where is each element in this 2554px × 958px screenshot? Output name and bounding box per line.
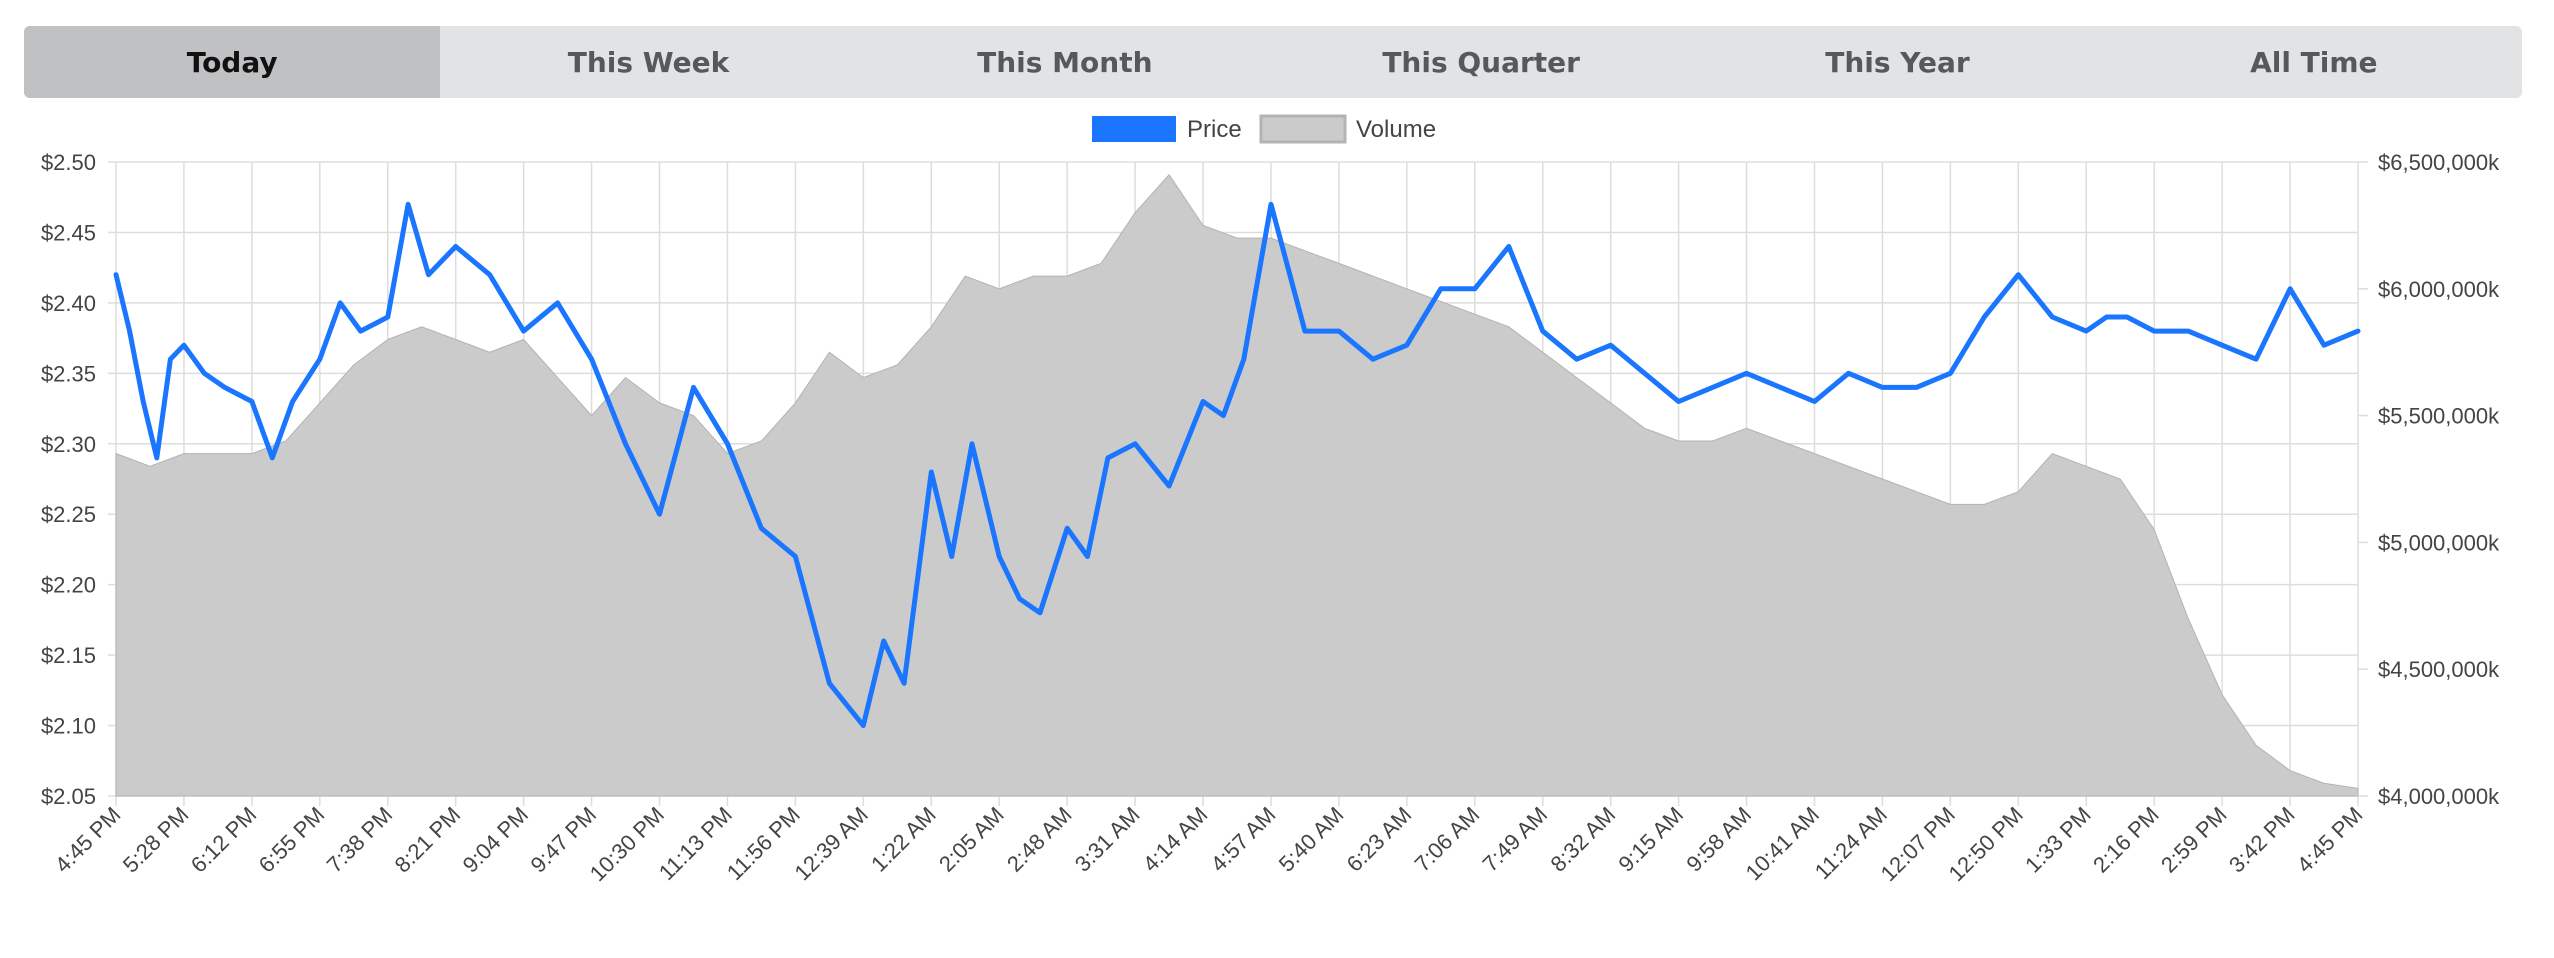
y-left-tick-label: $2.40 xyxy=(41,291,96,316)
x-tick-label: 10:41 AM xyxy=(1741,802,1824,885)
y-right-tick-label: $5,000,000k xyxy=(2378,530,2500,555)
tab-all-time[interactable]: All Time xyxy=(2250,45,2378,79)
tab-today[interactable]: Today xyxy=(24,26,441,98)
x-tick-label: 2:16 PM xyxy=(2088,802,2164,878)
x-tick-label: 6:55 PM xyxy=(254,802,330,878)
legend-volume-swatch[interactable] xyxy=(1259,114,1347,144)
x-tick-label: 11:13 PM xyxy=(654,802,737,885)
x-tick-label: 10:30 PM xyxy=(585,802,669,886)
x-tick-label: 12:50 PM xyxy=(1944,802,2028,886)
price-series xyxy=(113,201,2361,729)
x-tick-label: 7:06 AM xyxy=(1410,802,1485,877)
x-tick-label: 1:22 AM xyxy=(866,802,941,877)
x-tick-label: 12:39 AM xyxy=(789,802,872,885)
x-tick-label: 6:23 AM xyxy=(1342,802,1417,877)
y-right-tick-label: $6,000,000k xyxy=(2378,277,2500,302)
x-tick-label: 4:57 AM xyxy=(1206,802,1281,877)
y-left-tick-label: $2.10 xyxy=(41,714,96,739)
y-left-tick-label: $2.30 xyxy=(41,432,96,457)
volume-area xyxy=(115,173,2359,797)
legend-price-label[interactable]: Price xyxy=(1187,116,1242,143)
x-tick-label: 6:12 PM xyxy=(186,802,262,878)
y-left-tick-label: $2.45 xyxy=(41,220,96,245)
time-range-tabs: Today This Week This Month This Quarter … xyxy=(24,26,2522,98)
y-right-tick-label: $4,000,000k xyxy=(2378,784,2500,809)
y-right-tick-label: $5,500,000k xyxy=(2378,404,2500,429)
volume-series xyxy=(115,173,2359,797)
x-tick-label: 4:14 AM xyxy=(1138,802,1213,877)
x-tick-label: 5:28 PM xyxy=(118,802,194,878)
y-left-tick-label: $2.35 xyxy=(41,361,96,386)
y-left-tick-label: $2.15 xyxy=(41,643,96,668)
x-tick-label: 2:59 PM xyxy=(2156,802,2232,878)
x-tick-label: 5:40 AM xyxy=(1274,802,1349,877)
chart-legend: Price Volume xyxy=(1092,114,1436,144)
x-tick-label: 4:45 PM xyxy=(2292,802,2368,878)
y-left-tick-label: $2.25 xyxy=(41,502,96,527)
price-line xyxy=(113,201,2361,729)
x-tick-label: 7:49 AM xyxy=(1478,802,1553,877)
y-right-tick-label: $4,500,000k xyxy=(2378,657,2500,682)
tab-this-month[interactable]: This Month xyxy=(977,45,1153,79)
x-tick-label: 2:48 AM xyxy=(1002,802,1077,877)
tab-this-week[interactable]: This Week xyxy=(567,45,730,79)
y-left-tick-label: $2.05 xyxy=(41,784,96,809)
x-tick-label: 8:21 PM xyxy=(390,802,466,878)
x-tick-label: 1:33 PM xyxy=(2020,802,2096,878)
x-tick-label: 9:15 AM xyxy=(1613,802,1688,877)
x-tick-label: 2:05 AM xyxy=(934,802,1009,877)
x-tick-label: 4:45 PM xyxy=(50,802,126,878)
x-tick-label: 7:38 PM xyxy=(322,802,398,878)
x-tick-label: 11:56 PM xyxy=(722,802,805,885)
x-tick-label: 3:42 PM xyxy=(2224,802,2300,878)
y-left-tick-label: $2.20 xyxy=(41,573,96,598)
y-right-tick-label: $6,500,000k xyxy=(2378,150,2500,175)
y-left-tick-label: $2.50 xyxy=(41,150,96,175)
x-tick-label: 3:31 AM xyxy=(1070,802,1145,877)
x-tick-label: 8:32 AM xyxy=(1545,802,1620,877)
legend-price-swatch[interactable] xyxy=(1092,116,1176,142)
tab-this-year[interactable]: This Year xyxy=(1825,45,1970,79)
legend-volume-label[interactable]: Volume xyxy=(1356,116,1436,143)
tab-this-quarter[interactable]: This Quarter xyxy=(1382,45,1580,79)
x-tick-label: 9:04 PM xyxy=(458,802,534,878)
